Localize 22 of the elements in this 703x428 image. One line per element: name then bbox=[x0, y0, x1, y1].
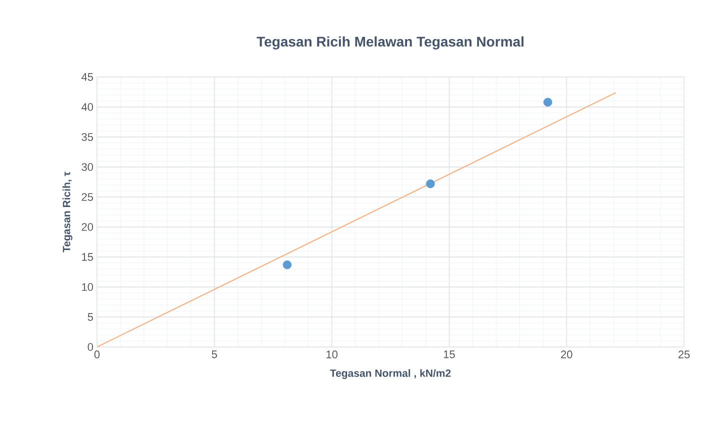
x-tick-label: 0 bbox=[94, 350, 100, 358]
chart-title: Tegasan Ricih Melawan Tegasan Normal bbox=[256, 36, 524, 50]
point bbox=[426, 179, 435, 188]
y-tick-label: 5 bbox=[88, 313, 93, 321]
y-tick-label: 25 bbox=[82, 193, 93, 201]
y-tick-label: 35 bbox=[82, 133, 93, 141]
x-tick-label: 10 bbox=[326, 350, 338, 358]
y-tick-label: 0 bbox=[88, 343, 94, 351]
x-tick-label: 15 bbox=[444, 350, 455, 358]
point bbox=[543, 98, 552, 107]
x-tick-label: 25 bbox=[678, 350, 690, 358]
y-tick-label: 10 bbox=[82, 283, 94, 291]
x-tick-label: 20 bbox=[561, 350, 572, 358]
y-tick-label: 40 bbox=[81, 103, 94, 111]
x-tick-label: 5 bbox=[212, 350, 217, 358]
y-axis-title: Tegasan Ricih, τ bbox=[62, 172, 72, 252]
y-tick-label: 45 bbox=[81, 73, 93, 81]
point bbox=[282, 260, 292, 270]
y-tick-label: 20 bbox=[82, 223, 94, 231]
y-tick-label: 30 bbox=[82, 163, 94, 171]
y-tick-label: 15 bbox=[82, 253, 93, 261]
x-axis-title: Tegasan Normal , kN/m2 bbox=[330, 369, 451, 380]
